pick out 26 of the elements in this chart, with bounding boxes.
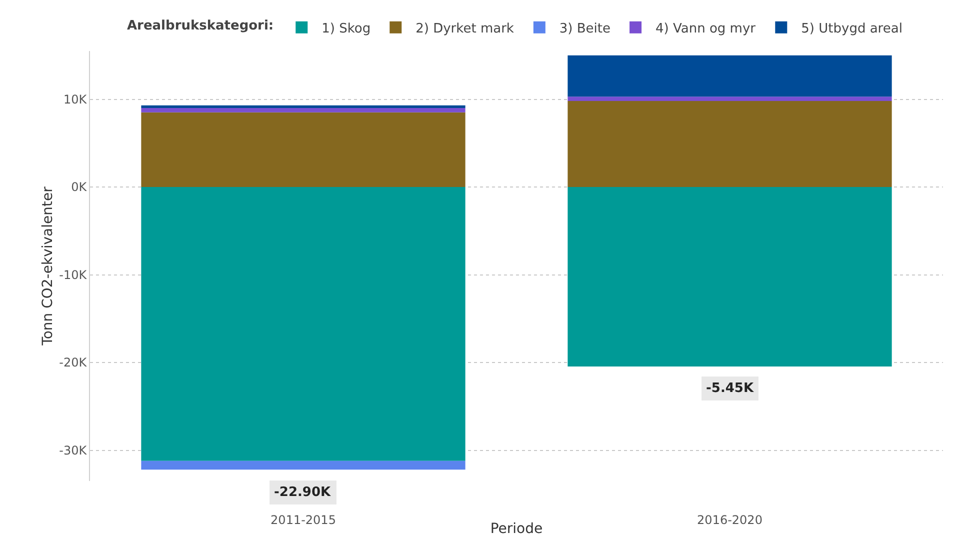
legend-label: 1) Skog	[322, 21, 371, 36]
bar	[141, 108, 466, 112]
y-tick-label: -20K	[59, 356, 88, 370]
bar	[568, 187, 892, 366]
bar	[141, 105, 466, 108]
x-axis-title: Periode	[490, 521, 543, 537]
y-tick-label: 10K	[63, 92, 88, 106]
legend-title: Arealbrukskategori:	[127, 18, 274, 34]
bar	[568, 96, 892, 102]
x-tick-label: 2016-2020	[697, 513, 762, 527]
total-label: -22.90K	[274, 485, 332, 500]
legend-label: 4) Vann og myr	[656, 21, 756, 36]
bar	[141, 460, 466, 470]
bar	[568, 55, 892, 97]
bar	[141, 112, 466, 188]
y-axis-title: Tonn CO2-ekvivalenter	[40, 186, 56, 346]
legend-label: 3) Beite	[559, 21, 611, 36]
y-tick-label: -30K	[59, 443, 88, 458]
legend-label: 2) Dyrket mark	[416, 21, 514, 36]
total-label: -5.45K	[706, 381, 754, 396]
y-tick-label: -10K	[59, 268, 88, 282]
bar	[568, 101, 892, 188]
bar	[141, 187, 466, 461]
x-tick-label: 2011-2015	[270, 513, 336, 527]
legend-label: 5) Utbygd areal	[801, 21, 902, 36]
y-tick-label: 0K	[71, 180, 88, 194]
